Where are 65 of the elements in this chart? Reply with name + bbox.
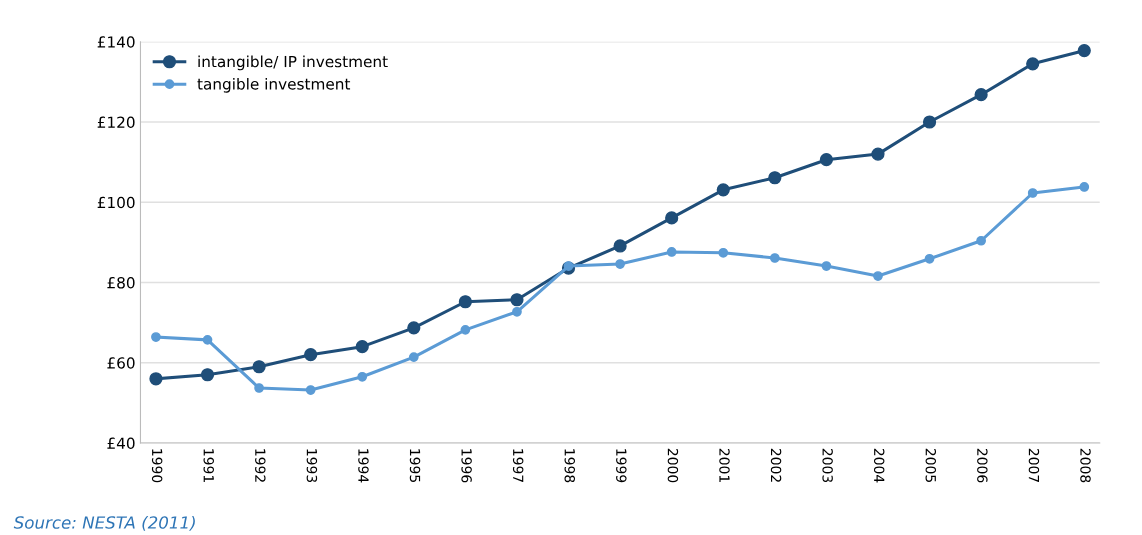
point xyxy=(769,253,780,263)
x-tick-label: 2003 xyxy=(822,448,833,483)
y-tick-label: £120 xyxy=(97,116,135,128)
point xyxy=(254,383,264,393)
x-tick-label: 1997 xyxy=(512,449,524,482)
point xyxy=(924,253,935,264)
point xyxy=(1026,57,1040,71)
point xyxy=(1079,182,1090,192)
x-tick-label: 1990 xyxy=(151,449,163,483)
point xyxy=(819,153,834,167)
point xyxy=(873,271,883,281)
legend-label: intangible/ IP investment xyxy=(198,55,388,71)
point xyxy=(304,348,318,362)
point xyxy=(871,147,885,161)
point xyxy=(408,352,419,362)
point xyxy=(922,115,937,129)
point xyxy=(149,372,163,386)
y-tick-label: £40 xyxy=(107,437,135,449)
x-tick-label: 2005 xyxy=(925,448,937,482)
x-tick-label: 1993 xyxy=(306,449,318,483)
point xyxy=(512,306,522,317)
x-tick-label: 1994 xyxy=(358,449,369,483)
x-tick-label: 2001 xyxy=(719,448,730,482)
point xyxy=(974,88,988,102)
point xyxy=(666,247,677,257)
point xyxy=(458,295,472,309)
x-tick-label: 1999 xyxy=(616,449,627,483)
point xyxy=(460,324,471,335)
point xyxy=(151,332,161,342)
x-tick-label: 2006 xyxy=(977,448,988,483)
y-tick-label: £100 xyxy=(97,196,135,209)
x-tick-label: 1996 xyxy=(461,449,472,483)
y-tick-label: £60 xyxy=(107,357,135,369)
legend-label: tangible investment xyxy=(197,77,351,93)
y-tick-label: £80 xyxy=(107,276,135,289)
point xyxy=(615,259,625,269)
point xyxy=(821,261,832,271)
point xyxy=(355,340,369,354)
point xyxy=(200,368,215,382)
y-tick-label: £140 xyxy=(97,36,135,48)
x-tick-label: 1992 xyxy=(255,449,266,482)
x-tick-label: 2000 xyxy=(667,448,679,483)
x-tick-label: 2004 xyxy=(873,448,885,483)
x-tick-label: 2007 xyxy=(1028,448,1040,482)
x-tick-label: 1991 xyxy=(203,449,214,482)
x-tick-label: 1995 xyxy=(409,449,421,482)
point xyxy=(768,171,782,185)
point xyxy=(665,211,679,225)
point xyxy=(718,247,729,258)
point xyxy=(613,239,627,253)
point xyxy=(407,321,421,335)
source-note: Source: NESTA (2011) xyxy=(13,515,195,531)
point xyxy=(1077,43,1091,58)
x-tick-label: 1998 xyxy=(564,449,576,483)
point xyxy=(716,183,730,197)
point xyxy=(252,360,266,374)
point xyxy=(510,293,524,307)
point xyxy=(976,235,986,246)
x-tick-label: 2008 xyxy=(1080,448,1091,483)
point xyxy=(202,334,213,345)
point xyxy=(563,261,574,271)
point xyxy=(1027,188,1038,198)
point xyxy=(357,371,368,382)
x-tick-label: 2002 xyxy=(770,448,782,482)
point xyxy=(305,385,316,395)
